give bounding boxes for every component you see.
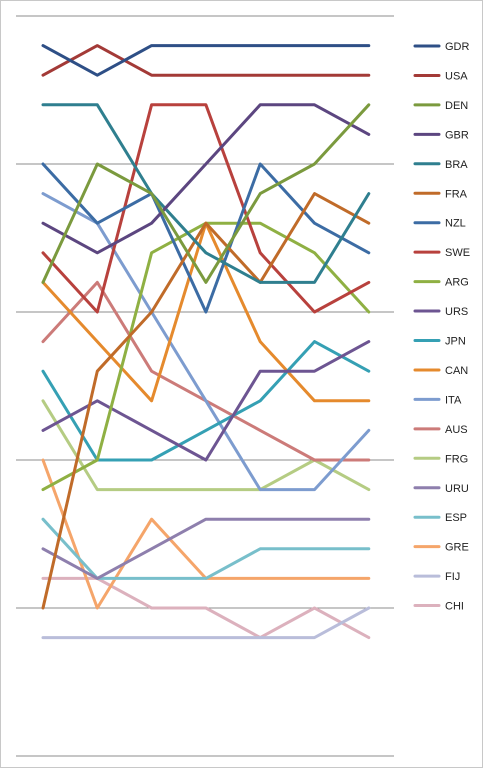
- legend-item-gre: GRE: [413, 542, 469, 554]
- series-line-den: [41, 103, 371, 284]
- legend-item-urs: URS: [413, 306, 468, 318]
- legend-item-nzl: NZL: [413, 218, 466, 230]
- legend-item-bra: BRA: [413, 159, 468, 171]
- series-line-esp: [41, 517, 371, 580]
- legend-label: BRA: [445, 159, 468, 171]
- legend-label: USA: [445, 70, 468, 82]
- series-line-fra: [41, 192, 371, 610]
- legend-item-ita: ITA: [413, 394, 462, 406]
- legend-label: ARG: [445, 277, 469, 289]
- series-line-nzl: [41, 162, 371, 314]
- legend-item-den: DEN: [413, 100, 468, 112]
- legend-item-gdr: GDR: [413, 41, 470, 53]
- legend-item-fij: FIJ: [413, 571, 460, 583]
- series-lines: [41, 44, 371, 640]
- legend-item-usa: USA: [413, 70, 468, 82]
- legend-label: URU: [445, 483, 469, 495]
- gridlines: [16, 15, 394, 757]
- series-line-bra: [41, 103, 371, 284]
- series-line-swe: [41, 103, 371, 314]
- legend-label: CAN: [445, 365, 468, 377]
- legend-item-chi: CHI: [413, 601, 464, 613]
- series-line-fij: [41, 606, 371, 640]
- legend-label: ESP: [445, 512, 467, 524]
- legend-item-fra: FRA: [413, 188, 468, 200]
- legend-label: DEN: [445, 100, 468, 112]
- legend-item-aus: AUS: [413, 424, 468, 436]
- legend-item-arg: ARG: [413, 277, 469, 289]
- legend-label: SWE: [445, 247, 470, 259]
- series-line-ita: [41, 192, 371, 492]
- series-line-gdr: [41, 44, 371, 77]
- legend-item-jpn: JPN: [413, 336, 466, 348]
- series-line-uru: [41, 517, 371, 580]
- legend-label: GDR: [445, 41, 470, 53]
- legend-item-can: CAN: [413, 365, 468, 377]
- legend-label: NZL: [445, 218, 466, 230]
- legend-label: FRA: [445, 188, 468, 200]
- legend-label: FIJ: [445, 571, 460, 583]
- legend-item-swe: SWE: [413, 247, 470, 259]
- series-line-gbr: [41, 103, 371, 255]
- series-line-urs: [41, 340, 371, 462]
- legend-label: AUS: [445, 424, 468, 436]
- legend-label: FRG: [445, 453, 468, 465]
- legend-item-frg: FRG: [413, 453, 468, 465]
- legend-label: URS: [445, 306, 468, 318]
- legend-label: GBR: [445, 129, 469, 141]
- legend-label: GRE: [445, 542, 469, 554]
- legend-item-esp: ESP: [413, 512, 467, 524]
- legend-item-uru: URU: [413, 483, 469, 495]
- legend-label: JPN: [445, 336, 466, 348]
- legend: GDR USA DEN GBR BRA FRA NZL SWE ARG URS JPN CAN ITA A…: [413, 41, 470, 613]
- legend-item-gbr: GBR: [413, 129, 469, 141]
- series-line-usa: [41, 44, 371, 77]
- series-line-frg: [41, 399, 371, 492]
- legend-label: CHI: [445, 601, 464, 613]
- legend-label: ITA: [445, 394, 462, 406]
